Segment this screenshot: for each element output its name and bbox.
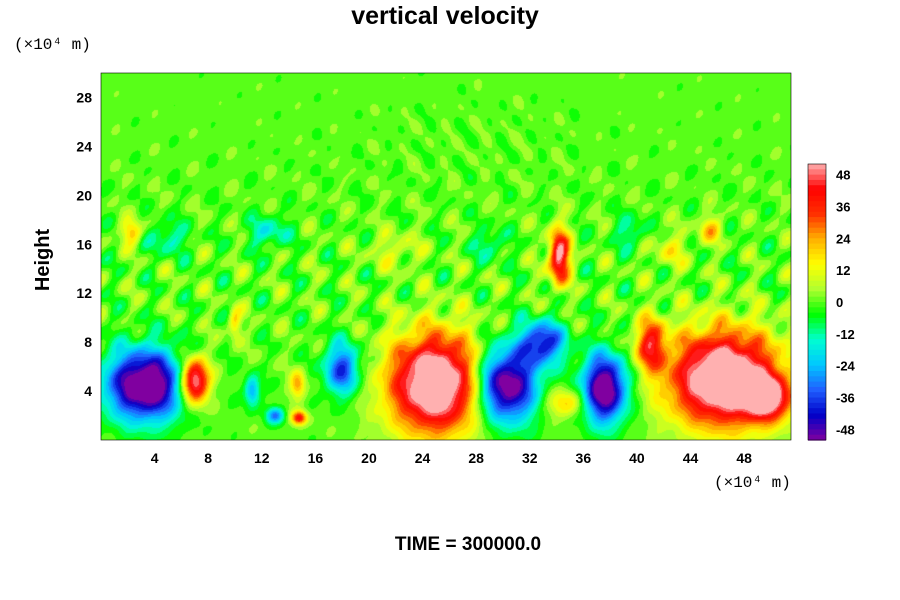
colorbar-band [808, 291, 826, 298]
colorbar-band [808, 434, 826, 441]
colorbar-band [808, 201, 826, 208]
y-tick-label: 20 [76, 187, 92, 203]
x-tick-label: 24 [415, 450, 431, 466]
colorbar-band [808, 259, 826, 266]
colorbar-band [808, 296, 826, 303]
colorbar-frame [807, 163, 827, 441]
x-tick-label: 36 [576, 450, 592, 466]
x-tick-label: 16 [308, 450, 324, 466]
time-label: TIME = 300000.0 [395, 534, 541, 555]
y-axis-label: Height [32, 229, 54, 292]
colorbar-band [808, 333, 826, 340]
colorbar-band [808, 254, 826, 261]
colorbar-band [808, 317, 826, 324]
colorbar-tick-label: 24 [836, 231, 851, 246]
colorbar-band [808, 376, 826, 383]
colorbar-band [808, 381, 826, 388]
colorbar-tick-label: -36 [836, 391, 855, 406]
y-tick-label: 8 [84, 334, 92, 350]
colorbar-band [808, 328, 826, 335]
colorbar-band [808, 408, 826, 415]
colorbar-tick-label: -12 [836, 327, 855, 342]
y-tick-labels: 4 8 12 16 20 24 28 [76, 89, 92, 399]
colorbar-band [808, 275, 826, 282]
colorbar-band [808, 413, 826, 420]
x-tick-label: 44 [683, 450, 699, 466]
colorbar-band [808, 392, 826, 399]
x-tick-label: 8 [204, 450, 212, 466]
colorbar-tick-labels: 48 36 24 12 0 -12 -24 -36 -48 [836, 168, 856, 438]
x-tick-label: 40 [629, 450, 645, 466]
colorbar-band [808, 286, 826, 292]
colorbar-band [808, 222, 826, 229]
y-tick-label: 16 [76, 236, 92, 252]
colorbar-band [808, 190, 826, 197]
y-tick-label: 12 [76, 285, 92, 301]
colorbar-tick-label: 0 [836, 295, 843, 310]
colorbar-band [808, 418, 826, 425]
colorbar-band [808, 179, 826, 186]
velocity-field [101, 73, 791, 440]
colorbar-band [808, 339, 826, 346]
colorbar-tick-label: -48 [836, 422, 855, 437]
x-tick-label: 48 [736, 450, 752, 466]
colorbar-band [808, 344, 826, 351]
x-tick-label: 12 [254, 450, 270, 466]
colorbar-band [808, 185, 826, 192]
x-tick-label: 32 [522, 450, 538, 466]
colorbar-band [808, 233, 826, 239]
colorbar-tick-label: 12 [836, 263, 850, 278]
colorbar-band [808, 270, 826, 277]
colorbar [807, 163, 827, 441]
colorbar-band [808, 243, 826, 250]
colorbar-band [808, 349, 826, 356]
colorbar-band [808, 402, 826, 409]
y-tick-label: 24 [76, 138, 92, 154]
colorbar-band [808, 206, 826, 213]
y-tick-label: 28 [76, 89, 92, 105]
colorbar-band [808, 248, 826, 255]
x-tick-label: 20 [361, 450, 377, 466]
colorbar-band [808, 424, 826, 430]
colorbar-band [808, 312, 826, 319]
y-tick-label: 4 [84, 383, 92, 399]
colorbar-band [808, 264, 826, 271]
colorbar-tick-label: 48 [836, 168, 850, 183]
colorbar-band [808, 211, 826, 218]
colorbar-band [808, 195, 826, 202]
colorbar-band [808, 169, 826, 176]
chart-title: vertical velocity [351, 2, 539, 30]
colorbar-tick-label: -24 [836, 359, 856, 374]
plot-area [101, 73, 791, 440]
colorbar-band [808, 360, 826, 367]
colorbar-band [808, 365, 826, 372]
colorbar-band [808, 238, 826, 245]
x-axis-unit: (×10⁴ m) [714, 474, 791, 492]
colorbar-band [808, 371, 826, 377]
colorbar-band [808, 164, 826, 170]
colorbar-band [808, 355, 826, 361]
colorbar-band [808, 280, 826, 287]
colorbar-band [808, 323, 826, 330]
colorbar-band [808, 429, 826, 436]
x-tick-labels: 4 8 12 16 20 24 28 32 36 40 44 48 [151, 450, 752, 466]
colorbar-band [808, 227, 826, 234]
y-axis-unit: (×10⁴ m) [14, 36, 91, 54]
colorbar-band [808, 386, 826, 393]
x-tick-label: 4 [151, 450, 159, 466]
plot-frame [100, 72, 792, 441]
colorbar-band [808, 302, 826, 308]
colorbar-band [808, 307, 826, 314]
colorbar-band [808, 217, 826, 223]
colorbar-band [808, 174, 826, 181]
colorbar-band [808, 397, 826, 404]
colorbar-tick-label: 36 [836, 199, 850, 214]
x-tick-label: 28 [468, 450, 484, 466]
